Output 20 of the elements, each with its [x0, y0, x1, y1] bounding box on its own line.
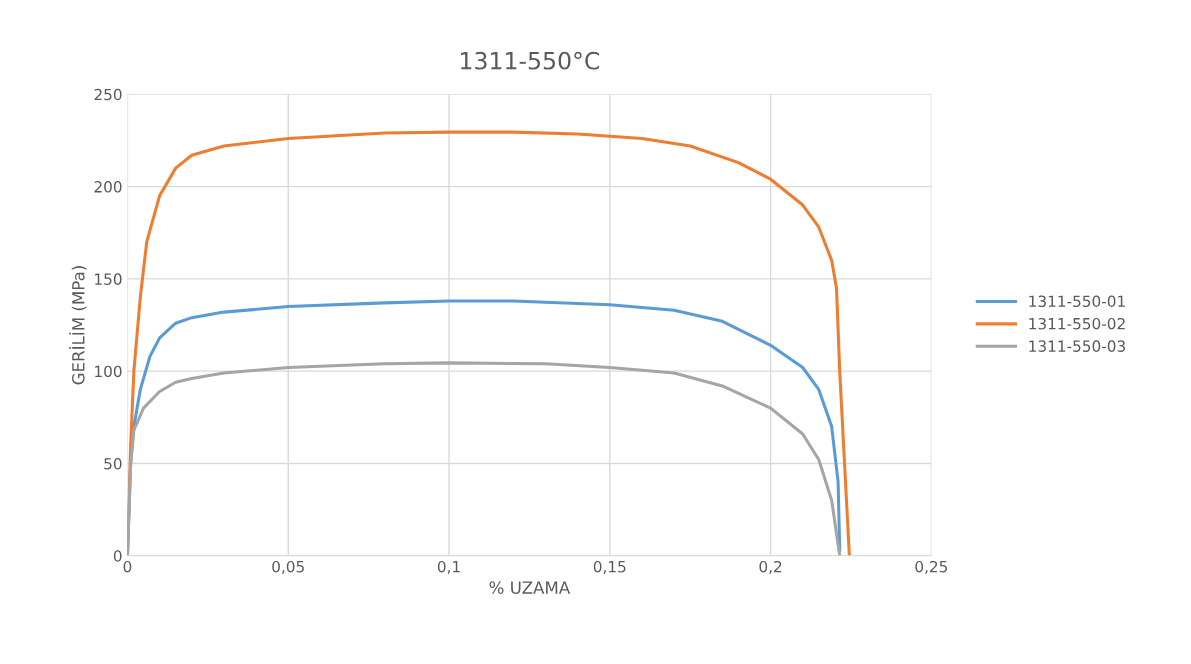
x-tick-label: 0,1 [437, 560, 460, 575]
chart-title: 1311-550°C [461, 51, 600, 70]
y-tick-label: 50 [104, 457, 122, 470]
line-series [127, 361, 842, 556]
legend-label: 1311-550-01 [1029, 295, 1125, 308]
line-series [127, 130, 851, 556]
y-tick-label: 150 [95, 273, 122, 285]
x-tick-label: 0,05 [272, 560, 304, 575]
y-tick-label: 200 [94, 181, 122, 193]
x-tick-label: 0,15 [593, 560, 626, 575]
y-tick-label: 100 [95, 365, 122, 378]
x-tick-label: 0,25 [915, 560, 948, 575]
x-tick-label: 0 [123, 560, 132, 573]
y-tick-label: 0 [113, 550, 122, 562]
x-tick-label: 0,2 [759, 560, 782, 575]
legend-label: 1311-550-03 [1029, 340, 1125, 352]
x-axis-title: % UZAMA [489, 581, 571, 594]
y-axis-title: GERİLİM (MPa) [69, 266, 87, 385]
y-tick-label: 250 [94, 88, 122, 101]
legend-label: 1311-550-02 [1029, 317, 1125, 330]
